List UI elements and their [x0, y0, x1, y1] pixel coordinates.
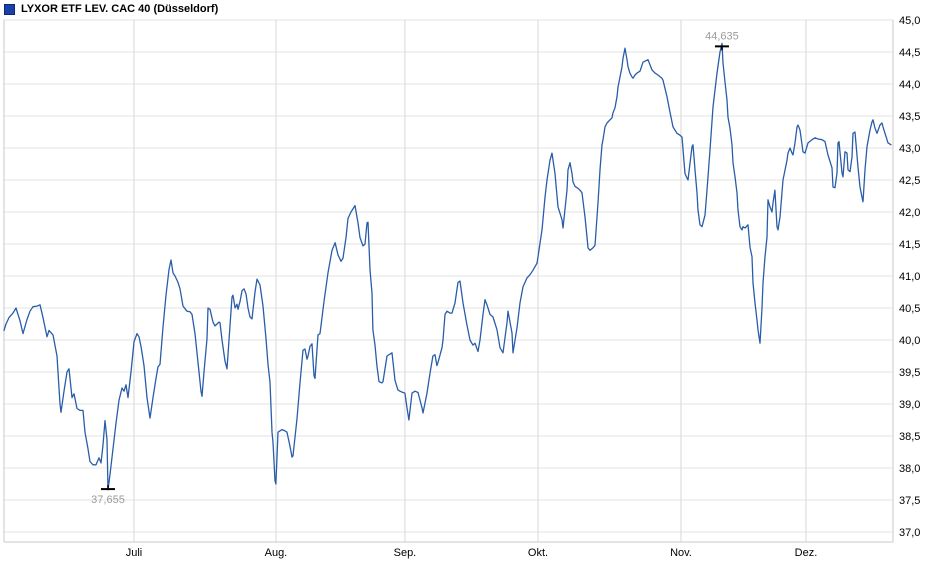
- high-annotation-label: 44,635: [705, 30, 739, 42]
- y-axis-tick-label: 45,0: [899, 15, 920, 27]
- x-axis-tick-label: Dez.: [795, 547, 818, 559]
- x-axis-tick-label: Aug.: [265, 547, 288, 559]
- chart-title: LYXOR ETF LEV. CAC 40 (Düsseldorf): [21, 3, 219, 15]
- y-axis-tick-label: 37,5: [899, 495, 920, 507]
- x-axis-tick-label: Sep.: [394, 547, 417, 559]
- price-series-line: [3, 42, 892, 491]
- chart-header: LYXOR ETF LEV. CAC 40 (Düsseldorf): [4, 3, 218, 15]
- y-axis-tick-label: 43,0: [899, 143, 920, 155]
- y-axis-tick-label: 43,5: [899, 111, 920, 123]
- y-axis-tick-label: 44,0: [899, 79, 920, 91]
- y-axis-tick-label: 37,0: [899, 527, 920, 539]
- y-axis-tick-label: 42,5: [899, 175, 920, 187]
- y-axis-tick-label: 41,5: [899, 239, 920, 251]
- y-axis-tick-label: 44,5: [899, 47, 920, 59]
- x-axis-tick-label: Nov.: [670, 547, 692, 559]
- low-annotation-label: 37,655: [91, 494, 125, 506]
- y-axis-tick-label: 40,0: [899, 335, 920, 347]
- y-axis-tick-label: 40,5: [899, 303, 920, 315]
- y-axis-tick-label: 39,5: [899, 367, 920, 379]
- y-axis-tick-label: 42,0: [899, 207, 920, 219]
- y-axis-tick-label: 39,0: [899, 399, 920, 411]
- y-axis-tick-label: 38,5: [899, 431, 920, 443]
- x-axis-tick-label: Juli: [126, 547, 143, 559]
- series-color-swatch-icon: [4, 3, 15, 15]
- y-axis-tick-label: 41,0: [899, 271, 920, 283]
- y-axis-tick-label: 38,0: [899, 463, 920, 475]
- x-axis-tick-label: Okt.: [528, 547, 548, 559]
